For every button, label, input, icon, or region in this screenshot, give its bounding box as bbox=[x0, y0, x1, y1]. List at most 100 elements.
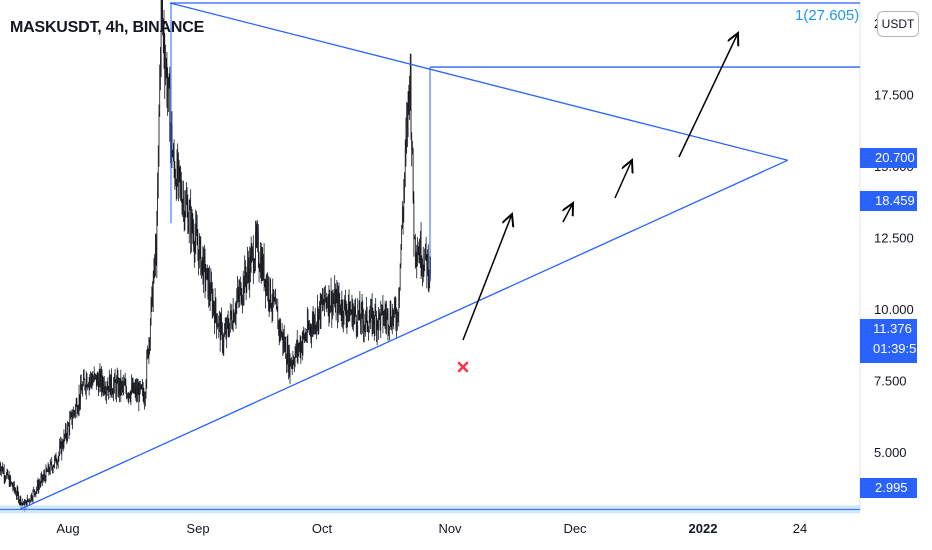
candle-body bbox=[236, 299, 238, 304]
candle-body bbox=[306, 336, 307, 339]
candle-body bbox=[355, 315, 357, 327]
candle-body bbox=[206, 268, 207, 280]
candle-body bbox=[129, 397, 131, 399]
candle-body bbox=[128, 393, 130, 397]
candle-body bbox=[19, 497, 21, 501]
candle-body bbox=[386, 313, 387, 321]
candle-body bbox=[353, 311, 355, 315]
candle-body bbox=[333, 301, 335, 303]
candle-body bbox=[40, 478, 42, 484]
candle-body bbox=[277, 311, 279, 330]
candle-body bbox=[327, 303, 329, 313]
candle-body bbox=[271, 307, 273, 309]
drawings-group bbox=[0, 2, 860, 514]
candle-body bbox=[135, 386, 137, 396]
candle-body bbox=[103, 380, 104, 390]
candle-body bbox=[6, 473, 7, 479]
candle-body bbox=[294, 362, 295, 365]
candle-body bbox=[104, 391, 106, 393]
candle-body bbox=[208, 279, 209, 297]
candle-body bbox=[185, 200, 186, 214]
candle-body bbox=[1, 468, 2, 472]
candle-body bbox=[39, 484, 40, 486]
candle-body bbox=[144, 399, 145, 403]
candle-body bbox=[401, 225, 402, 248]
candle-body bbox=[205, 279, 207, 283]
candle-body bbox=[29, 501, 31, 502]
candle-body bbox=[80, 383, 82, 391]
currency-button[interactable]: USDT bbox=[877, 11, 919, 37]
candle-body bbox=[80, 383, 81, 403]
candle-body bbox=[134, 386, 136, 390]
candle-body bbox=[211, 282, 212, 291]
candle-body bbox=[0, 468, 1, 472]
time-axis[interactable]: Aug Sep Oct Nov Dec 2022 24 bbox=[56, 521, 807, 536]
candle-body bbox=[90, 375, 91, 380]
candle-body bbox=[294, 353, 296, 365]
candle-body bbox=[345, 301, 346, 312]
candle-body bbox=[52, 466, 54, 471]
candle-body bbox=[8, 476, 9, 478]
price-axis[interactable]: 5.0007.50010.00012.50015.00017.50020.000… bbox=[874, 0, 914, 460]
candle-body bbox=[35, 491, 37, 495]
candle-body bbox=[235, 315, 236, 318]
candle-body bbox=[427, 254, 429, 282]
candle-body bbox=[114, 376, 116, 383]
candle-body bbox=[405, 135, 407, 149]
candle-body bbox=[114, 376, 115, 385]
candle-body bbox=[278, 321, 279, 330]
candle-body bbox=[407, 119, 408, 128]
candle-body bbox=[3, 470, 5, 478]
candle-body bbox=[358, 303, 360, 315]
candle-body bbox=[260, 256, 261, 271]
y-tick-label: 5.000 bbox=[874, 445, 907, 460]
candle-body bbox=[283, 337, 285, 348]
candle-body bbox=[16, 489, 18, 496]
candle-body bbox=[55, 455, 57, 464]
fib-level-label: 1(27.605) bbox=[795, 7, 860, 24]
candle-body bbox=[371, 305, 373, 330]
candle-body bbox=[68, 425, 70, 432]
candle-body bbox=[330, 291, 332, 307]
candle-body bbox=[136, 387, 137, 396]
candle-body bbox=[412, 149, 413, 150]
candle-body bbox=[91, 375, 92, 380]
candle-body bbox=[51, 462, 53, 467]
candle-body bbox=[188, 209, 190, 225]
candle-body bbox=[286, 345, 288, 364]
candle-body bbox=[202, 257, 204, 282]
candle-body bbox=[28, 499, 29, 501]
candle-body bbox=[224, 327, 226, 333]
candle-body bbox=[20, 497, 22, 506]
candle-body bbox=[11, 482, 13, 487]
candle-body bbox=[316, 323, 317, 327]
candle-body bbox=[146, 355, 148, 383]
candle-body bbox=[165, 66, 166, 74]
candle-body bbox=[385, 316, 387, 321]
candle-body bbox=[288, 349, 289, 369]
candle-body bbox=[261, 256, 263, 279]
candle-body bbox=[348, 297, 350, 321]
candle-body bbox=[45, 468, 47, 481]
candle-body bbox=[14, 489, 16, 492]
candle-body bbox=[193, 245, 195, 253]
candle-body bbox=[400, 247, 402, 264]
candle-body bbox=[6, 471, 8, 474]
candle-body bbox=[26, 500, 27, 507]
candle-body bbox=[268, 300, 270, 304]
candle-body bbox=[406, 119, 407, 136]
candle-body bbox=[36, 488, 37, 492]
candle-body bbox=[393, 310, 395, 320]
candle-body bbox=[142, 387, 144, 396]
candle-body bbox=[214, 309, 215, 323]
candle-body bbox=[23, 502, 24, 505]
candle-body bbox=[67, 425, 69, 427]
candle-body bbox=[41, 474, 42, 479]
candle-body bbox=[16, 494, 17, 496]
candle-body bbox=[427, 254, 428, 274]
candle-body bbox=[296, 342, 298, 353]
candle-body bbox=[154, 260, 155, 265]
candle-body bbox=[161, 0, 163, 4]
candle-body bbox=[103, 380, 105, 392]
